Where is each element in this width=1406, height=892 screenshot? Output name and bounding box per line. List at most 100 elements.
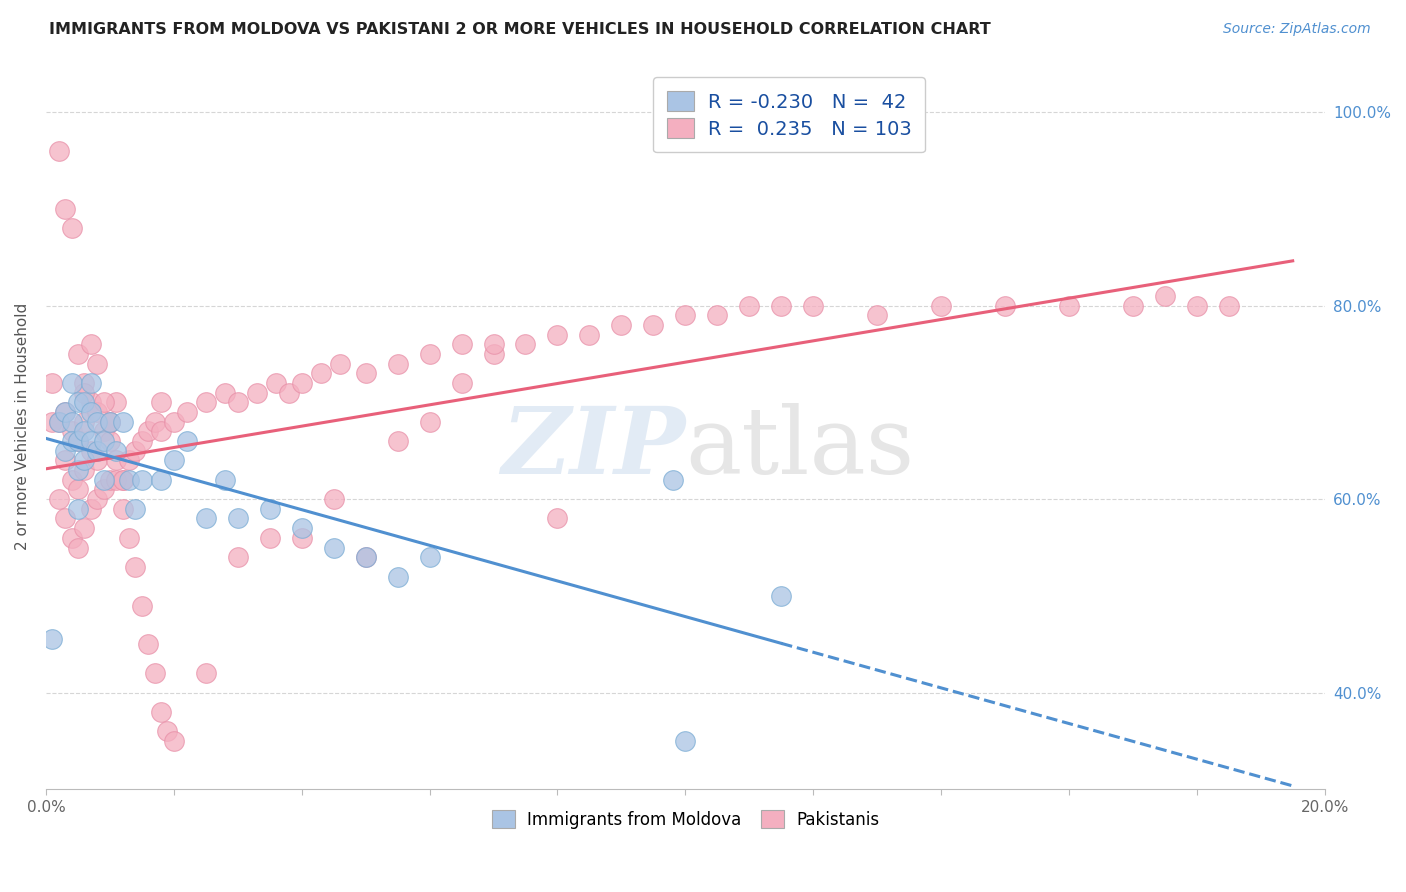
Point bbox=[53, 202, 76, 216]
Point bbox=[419, 415, 441, 429]
Point bbox=[80, 405, 103, 419]
Point bbox=[482, 347, 505, 361]
Point bbox=[309, 367, 332, 381]
Point bbox=[66, 434, 89, 449]
Point bbox=[770, 299, 793, 313]
Point bbox=[53, 405, 76, 419]
Point bbox=[143, 666, 166, 681]
Point bbox=[53, 443, 76, 458]
Point bbox=[1057, 299, 1080, 313]
Point bbox=[60, 473, 83, 487]
Point bbox=[86, 443, 108, 458]
Point bbox=[1185, 299, 1208, 313]
Point bbox=[60, 415, 83, 429]
Point bbox=[66, 501, 89, 516]
Point bbox=[124, 443, 146, 458]
Point bbox=[419, 347, 441, 361]
Point bbox=[60, 425, 83, 439]
Point bbox=[354, 550, 377, 565]
Text: ZIP: ZIP bbox=[501, 403, 685, 493]
Point bbox=[673, 309, 696, 323]
Point bbox=[53, 453, 76, 467]
Point bbox=[546, 511, 568, 525]
Point bbox=[105, 395, 128, 409]
Point bbox=[150, 705, 173, 719]
Point bbox=[136, 637, 159, 651]
Point bbox=[98, 434, 121, 449]
Point bbox=[80, 395, 103, 409]
Point bbox=[98, 415, 121, 429]
Point bbox=[450, 337, 472, 351]
Point bbox=[214, 473, 236, 487]
Point bbox=[53, 511, 76, 525]
Point bbox=[136, 425, 159, 439]
Point bbox=[111, 473, 134, 487]
Point bbox=[259, 531, 281, 545]
Point bbox=[450, 376, 472, 391]
Point bbox=[163, 415, 186, 429]
Point bbox=[610, 318, 633, 332]
Point bbox=[93, 395, 115, 409]
Point bbox=[176, 405, 198, 419]
Point bbox=[60, 531, 83, 545]
Point bbox=[124, 501, 146, 516]
Point bbox=[73, 395, 96, 409]
Point bbox=[66, 347, 89, 361]
Point bbox=[60, 434, 83, 449]
Point bbox=[322, 541, 344, 555]
Point bbox=[354, 550, 377, 565]
Point bbox=[143, 415, 166, 429]
Point bbox=[131, 434, 153, 449]
Point bbox=[98, 415, 121, 429]
Point bbox=[111, 415, 134, 429]
Point bbox=[163, 453, 186, 467]
Point bbox=[214, 385, 236, 400]
Point bbox=[124, 559, 146, 574]
Point bbox=[73, 425, 96, 439]
Text: IMMIGRANTS FROM MOLDOVA VS PAKISTANI 2 OR MORE VEHICLES IN HOUSEHOLD CORRELATION: IMMIGRANTS FROM MOLDOVA VS PAKISTANI 2 O… bbox=[49, 22, 991, 37]
Point bbox=[73, 415, 96, 429]
Point bbox=[291, 376, 314, 391]
Point bbox=[93, 425, 115, 439]
Point bbox=[48, 415, 70, 429]
Point bbox=[86, 415, 108, 429]
Point bbox=[73, 521, 96, 535]
Point bbox=[150, 425, 173, 439]
Point bbox=[578, 327, 600, 342]
Point bbox=[738, 299, 761, 313]
Point bbox=[482, 337, 505, 351]
Point bbox=[277, 385, 299, 400]
Point bbox=[131, 599, 153, 613]
Point bbox=[194, 666, 217, 681]
Point bbox=[80, 434, 103, 449]
Point bbox=[259, 501, 281, 516]
Point bbox=[48, 415, 70, 429]
Point bbox=[866, 309, 889, 323]
Point bbox=[105, 473, 128, 487]
Point bbox=[387, 357, 409, 371]
Point bbox=[48, 144, 70, 158]
Point bbox=[66, 463, 89, 477]
Point bbox=[105, 443, 128, 458]
Point bbox=[80, 376, 103, 391]
Point bbox=[387, 434, 409, 449]
Point bbox=[661, 473, 683, 487]
Point bbox=[419, 550, 441, 565]
Y-axis label: 2 or more Vehicles in Household: 2 or more Vehicles in Household bbox=[15, 303, 30, 550]
Point bbox=[93, 473, 115, 487]
Point bbox=[118, 531, 141, 545]
Point bbox=[194, 511, 217, 525]
Point bbox=[93, 434, 115, 449]
Point bbox=[1153, 289, 1175, 303]
Point bbox=[80, 337, 103, 351]
Point bbox=[194, 395, 217, 409]
Point bbox=[86, 357, 108, 371]
Point bbox=[706, 309, 728, 323]
Point bbox=[86, 492, 108, 507]
Point bbox=[66, 395, 89, 409]
Point bbox=[246, 385, 269, 400]
Point bbox=[48, 492, 70, 507]
Point bbox=[322, 492, 344, 507]
Point bbox=[111, 501, 134, 516]
Point bbox=[801, 299, 824, 313]
